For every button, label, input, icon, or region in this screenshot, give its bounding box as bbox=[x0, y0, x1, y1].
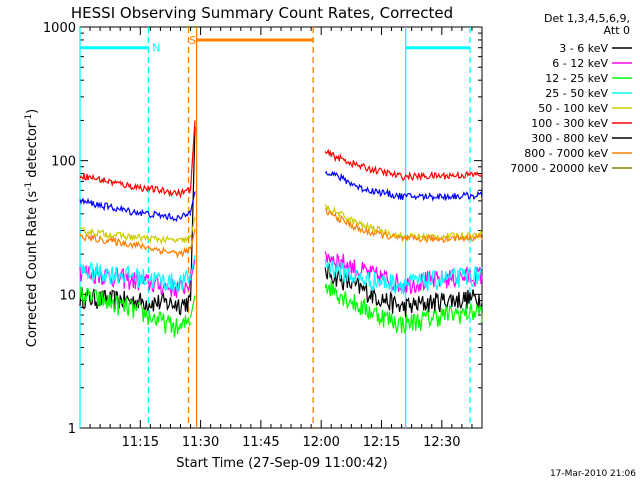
legend-entry-label: 800 - 7000 keV bbox=[524, 147, 608, 160]
chart-title: HESSI Observing Summary Count Rates, Cor… bbox=[71, 4, 453, 22]
y-tick-label: 1 bbox=[68, 422, 76, 437]
legend-header: Det 1,3,4,5,6,9, bbox=[544, 12, 630, 25]
series-spike bbox=[189, 217, 196, 238]
legend-entry-label: 300 - 800 keV bbox=[531, 132, 608, 145]
legend-entry-label: 7000 - 20000 keV bbox=[510, 162, 608, 175]
series-line bbox=[324, 259, 483, 295]
series-spike bbox=[189, 259, 196, 281]
plot-frame bbox=[79, 26, 483, 429]
y-tick-label: 10 bbox=[59, 288, 76, 303]
x-tick-label: 11:45 bbox=[242, 435, 279, 450]
series-spike bbox=[189, 120, 196, 190]
series-line bbox=[324, 279, 483, 335]
legend-entry-label: 6 - 12 keV bbox=[552, 57, 608, 70]
y-axis-label: Corrected Count Rate (s-1 detector-1) bbox=[24, 109, 40, 347]
series-line bbox=[79, 197, 192, 223]
series-spike bbox=[189, 191, 196, 213]
series-line bbox=[79, 233, 192, 260]
series-spike bbox=[189, 228, 196, 250]
y-tick-label: 1000 bbox=[43, 21, 76, 36]
legend-entry-label: 12 - 25 keV bbox=[545, 72, 608, 85]
series-line bbox=[324, 208, 483, 244]
legend-entry-label: 3 - 6 keV bbox=[559, 42, 608, 55]
interval-label: S bbox=[189, 34, 196, 47]
series-line bbox=[79, 226, 192, 245]
series-line bbox=[324, 148, 483, 182]
x-tick-label: 12:15 bbox=[363, 435, 400, 450]
legend-entry-label: 25 - 50 keV bbox=[545, 87, 608, 100]
series-line bbox=[79, 286, 192, 338]
series-line bbox=[324, 170, 483, 202]
series-spike bbox=[189, 295, 196, 318]
interval-label: N bbox=[152, 42, 160, 55]
series-line bbox=[79, 261, 192, 295]
series-line bbox=[324, 263, 483, 318]
y-tick-label: 100 bbox=[51, 155, 76, 170]
legend-header: Att 0 bbox=[604, 24, 630, 37]
series-spike bbox=[189, 255, 196, 277]
x-tick-label: 11:30 bbox=[182, 435, 219, 450]
x-tick-label: 12:30 bbox=[423, 435, 460, 450]
series-line bbox=[79, 173, 192, 199]
timestamp-footer: 17-Mar-2010 21:06 bbox=[550, 469, 636, 479]
legend-entry-label: 100 - 300 keV bbox=[531, 117, 608, 130]
x-axis-label: Start Time (27-Sep-09 11:00:42) bbox=[176, 456, 387, 471]
x-tick-label: 12:00 bbox=[302, 435, 339, 450]
x-tick-label: 11:15 bbox=[122, 435, 159, 450]
legend: Det 1,3,4,5,6,9,Att 0 3 - 6 keV 6 - 12 keV… bbox=[510, 12, 632, 175]
legend-entry-label: 50 - 100 keV bbox=[538, 102, 608, 115]
plot-area: 1 10 100 1000 11:15 11:30 11:45 12:00 12:15 12:30… bbox=[43, 21, 483, 450]
